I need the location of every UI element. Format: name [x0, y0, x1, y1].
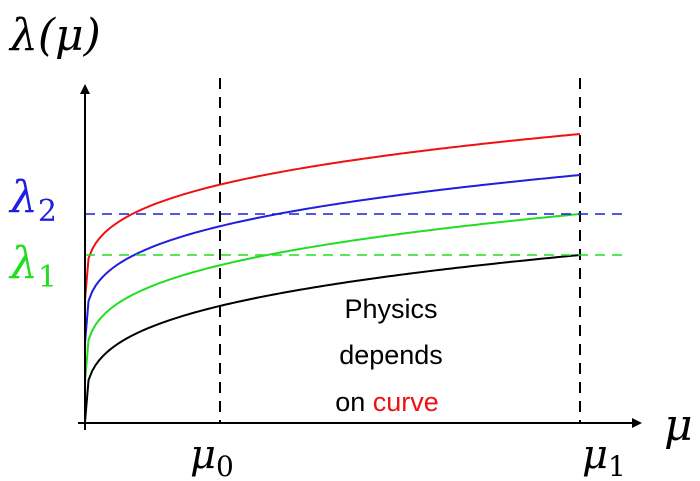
- annotation-curve-word: curve: [373, 387, 439, 417]
- tick-mu0-base: μ: [190, 432, 216, 478]
- curve-red: [84, 133, 581, 301]
- lambda1-label: λ1: [8, 238, 57, 295]
- annotation-line-1: Physics: [344, 294, 437, 324]
- lambda1-base: λ: [8, 238, 38, 289]
- tick-mu1-base: μ: [582, 432, 608, 478]
- y-axis-label: λ(μ): [8, 10, 101, 61]
- tick-mu0-sub: 0: [216, 450, 234, 481]
- lambda1-sub: 1: [38, 260, 57, 295]
- curve-black: [84, 254, 581, 423]
- tick-label-mu1: μ1: [582, 432, 626, 481]
- curve-green: [84, 213, 581, 383]
- lambda2-label: λ2: [8, 172, 57, 229]
- annotation-on: on: [335, 387, 373, 417]
- annotation-line-3: on curve: [335, 387, 439, 417]
- lambda2-sub: 2: [38, 194, 57, 229]
- tick-label-mu0: μ0: [190, 432, 234, 481]
- curve-blue: [84, 174, 581, 344]
- x-axis-label: μ: [664, 400, 693, 451]
- lambda2-base: λ: [8, 172, 38, 223]
- annotation-line-2: depends: [339, 340, 443, 370]
- tick-mu1-sub: 1: [608, 450, 626, 481]
